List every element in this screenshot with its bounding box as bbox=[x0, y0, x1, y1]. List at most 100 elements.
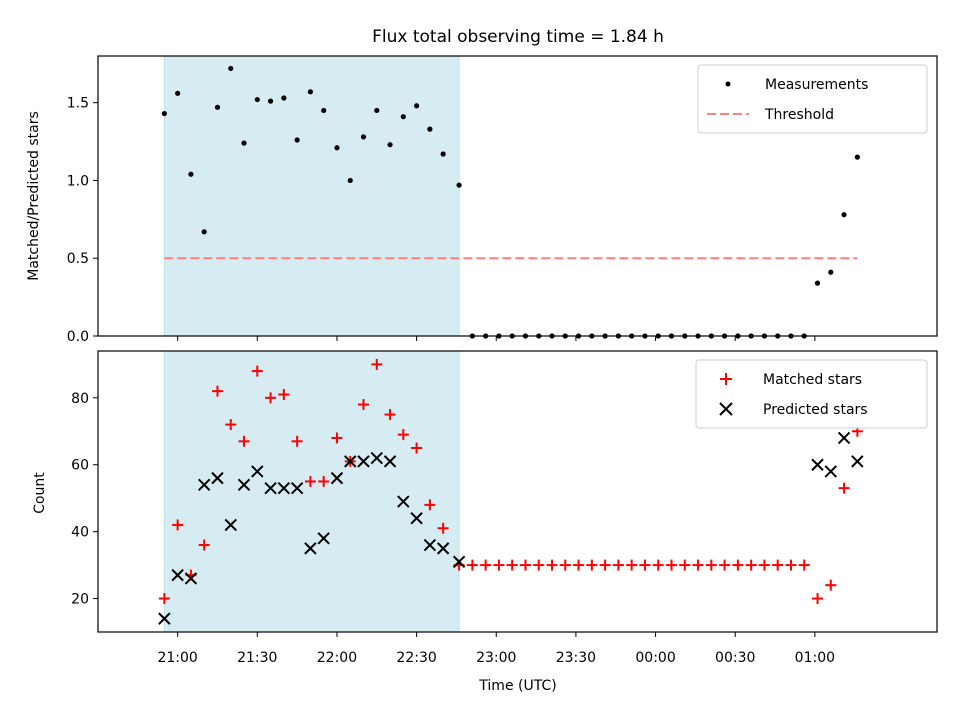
legend-matched-marker bbox=[720, 373, 732, 385]
matched-star-point bbox=[304, 475, 316, 487]
matched-star-point bbox=[358, 399, 370, 411]
legend-measurements-marker bbox=[725, 81, 731, 87]
legend-predicted-label: Predicted stars bbox=[763, 402, 868, 418]
predicted-star-point bbox=[811, 458, 824, 471]
x-tick-label: 22:00 bbox=[317, 650, 357, 666]
measurement-point bbox=[294, 137, 300, 143]
measurement-point bbox=[374, 107, 380, 114]
matched-star-point bbox=[437, 522, 449, 534]
predicted-star-point bbox=[304, 542, 317, 555]
bottom-shaded-span bbox=[163, 350, 460, 633]
legend-measurements-label: Measurements bbox=[765, 77, 868, 93]
matched-star-point bbox=[825, 579, 837, 591]
x-tick-label: 23:30 bbox=[556, 650, 596, 666]
legend-bottom-frame bbox=[695, 359, 928, 429]
bottom-y-axis-label: Count bbox=[32, 472, 48, 514]
predicted-star-point bbox=[344, 455, 357, 468]
matched-star-point bbox=[158, 593, 170, 605]
x-tick-label: 01:00 bbox=[795, 650, 835, 666]
top-y-tick-label: 1.0 bbox=[67, 173, 89, 189]
matched-star-point bbox=[639, 559, 651, 571]
bottom-y-tick-label: 20 bbox=[71, 592, 89, 608]
legend-matched-label: Matched stars bbox=[763, 372, 862, 388]
legend-top: Measurements Threshold bbox=[697, 64, 928, 134]
predicted-star-point bbox=[317, 532, 330, 545]
measurement-point bbox=[334, 145, 340, 151]
measurement-point bbox=[414, 103, 420, 109]
matched-star-point bbox=[612, 559, 624, 571]
measurement-point bbox=[347, 177, 353, 184]
predicted-star-point bbox=[277, 481, 291, 495]
predicted-star-point bbox=[264, 481, 277, 495]
predicted-star-point bbox=[824, 465, 838, 478]
x-axis-label: Time (UTC) bbox=[478, 678, 556, 694]
flux-ratio-panel: 0.0 0.5 1.0 1.5 bbox=[67, 55, 938, 345]
predicted-star-point bbox=[184, 572, 198, 585]
predicted-star-point bbox=[290, 481, 304, 495]
matched-star-point bbox=[466, 559, 478, 571]
measurement-point bbox=[201, 229, 207, 235]
measurement-point bbox=[267, 98, 274, 104]
predicted-star-point bbox=[436, 542, 450, 555]
matched-star-point bbox=[679, 559, 691, 571]
matched-star-point bbox=[586, 559, 598, 571]
matched-star-point bbox=[384, 409, 396, 421]
matched-star-point bbox=[318, 475, 330, 487]
measurement-point bbox=[440, 151, 446, 157]
measurement-point bbox=[427, 126, 433, 132]
matched-star-point bbox=[251, 365, 263, 377]
measurement-point bbox=[321, 107, 327, 114]
matched-star-point bbox=[506, 559, 518, 571]
measurement-point bbox=[854, 154, 860, 160]
predicted-star-point bbox=[330, 471, 344, 485]
measurement-point bbox=[387, 142, 393, 148]
matched-star-point bbox=[573, 559, 585, 571]
matched-star-point bbox=[546, 559, 558, 571]
matched-star-point bbox=[719, 559, 731, 571]
matched-star-point bbox=[519, 559, 531, 571]
matched-star-point bbox=[331, 432, 343, 444]
measurement-point bbox=[175, 90, 181, 96]
matched-star-point bbox=[291, 435, 303, 447]
measurement-point bbox=[360, 134, 367, 140]
chart-title: Flux total observing time = 1.84 h bbox=[372, 27, 664, 47]
matched-star-point bbox=[758, 559, 770, 571]
top-axes-frame bbox=[97, 55, 938, 337]
predicted-star-point bbox=[171, 568, 184, 582]
measurement-point bbox=[188, 171, 194, 177]
top-shaded-span bbox=[163, 55, 460, 337]
matched-star-point bbox=[238, 435, 250, 447]
matched-star-point bbox=[812, 593, 824, 605]
star-count-panel: 20 40 60 80 21:00 21:30 22:00 22:30 23:00 23:30 00… bbox=[71, 350, 938, 666]
matched-star-point bbox=[371, 358, 383, 370]
matched-star-point bbox=[652, 559, 664, 571]
measurement-point bbox=[254, 96, 260, 103]
predicted-star-point bbox=[851, 455, 864, 468]
matched-star-point bbox=[705, 559, 717, 571]
matched-star-point bbox=[172, 519, 184, 531]
legend-predicted-marker bbox=[719, 402, 733, 416]
top-y-tick-label: 0.5 bbox=[67, 251, 89, 267]
measurement-point bbox=[281, 95, 287, 101]
predicted-star-point bbox=[452, 555, 466, 568]
measurement-point bbox=[241, 140, 247, 146]
matched-star-point bbox=[745, 559, 757, 571]
measurement-point bbox=[828, 269, 834, 275]
x-tick-label: 23:00 bbox=[476, 650, 516, 666]
legend-bottom: Matched stars Predicted stars bbox=[695, 359, 928, 429]
matched-star-point bbox=[665, 559, 677, 571]
matched-star-point bbox=[265, 392, 277, 404]
bottom-y-tick-label: 80 bbox=[71, 391, 89, 407]
matched-star-point bbox=[533, 559, 545, 571]
legend-threshold-label: Threshold bbox=[764, 107, 834, 123]
predicted-star-point bbox=[423, 538, 437, 552]
predicted-star-point bbox=[410, 512, 423, 525]
predicted-star-point bbox=[251, 465, 264, 478]
matched-star-point bbox=[559, 559, 571, 571]
bottom-y-tick-label: 60 bbox=[71, 458, 89, 474]
matched-star-point bbox=[692, 559, 704, 571]
top-y-tick-label: 1.5 bbox=[67, 96, 89, 112]
predicted-star-point bbox=[197, 478, 211, 492]
matched-star-point bbox=[198, 539, 210, 551]
